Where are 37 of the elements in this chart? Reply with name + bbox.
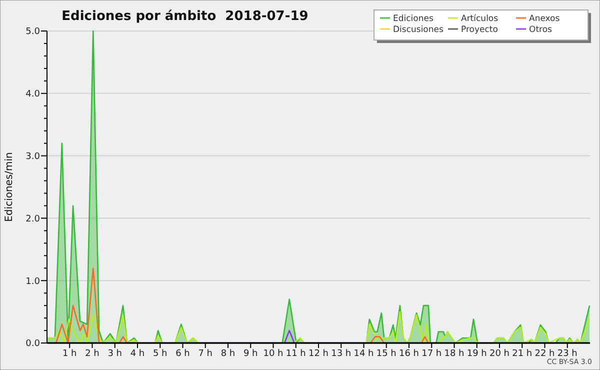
x-tick-label: 7 h	[198, 349, 213, 359]
x-tick-label: 20 h	[489, 349, 510, 359]
x-tick-label: 1 h	[62, 349, 77, 359]
x-tick-label: 9 h	[243, 349, 258, 359]
x-tick-label: 22 h	[534, 349, 555, 359]
legend-label: Discusiones	[393, 24, 444, 35]
x-tick-label: 6 h	[176, 349, 190, 359]
chart-title: Ediciones por ámbito 2018-07-19	[62, 9, 308, 24]
x-tick-label: 3 h	[108, 349, 122, 359]
x-tick-label: 21 h	[512, 349, 532, 359]
y-tick-label: 5.0	[26, 27, 40, 38]
x-tick-label: 4 h	[130, 349, 145, 359]
y-tick-label: 0.0	[26, 339, 40, 350]
x-tick-label: 11 h	[286, 349, 306, 359]
x-tick-label: 16 h	[398, 349, 420, 359]
legend-label: Ediciones	[393, 14, 434, 24]
legend-label: Otros	[529, 24, 553, 35]
x-tick-label: 8 h	[220, 349, 236, 359]
x-tick-label: 12 h	[308, 349, 329, 359]
legend-label: Anexos	[529, 14, 560, 24]
x-tick-label: 2 h	[85, 349, 100, 359]
y-tick-label: 3.0	[26, 152, 40, 162]
legend-label: Proyecto	[461, 24, 498, 35]
x-tick-label: 10 h	[263, 349, 284, 359]
x-tick-label: 17 h	[422, 349, 442, 359]
x-tick-label: 5 h	[152, 349, 168, 359]
y-tick-label: 1.0	[26, 276, 40, 287]
y-tick-label: 2.0	[26, 214, 40, 224]
y-tick-label: 4.0	[26, 90, 40, 100]
x-tick-label: 18 h	[444, 349, 464, 359]
legend-label: Artículos	[461, 14, 499, 24]
x-tick-label: 15 h	[376, 349, 396, 359]
x-tick-label: 14 h	[354, 349, 374, 359]
x-tick-label: 13 h	[331, 349, 352, 359]
y-axis-title: Ediciones/min	[4, 152, 15, 222]
x-tick-label: 19 h	[466, 349, 487, 359]
x-tick-label: 23 h	[557, 349, 578, 359]
